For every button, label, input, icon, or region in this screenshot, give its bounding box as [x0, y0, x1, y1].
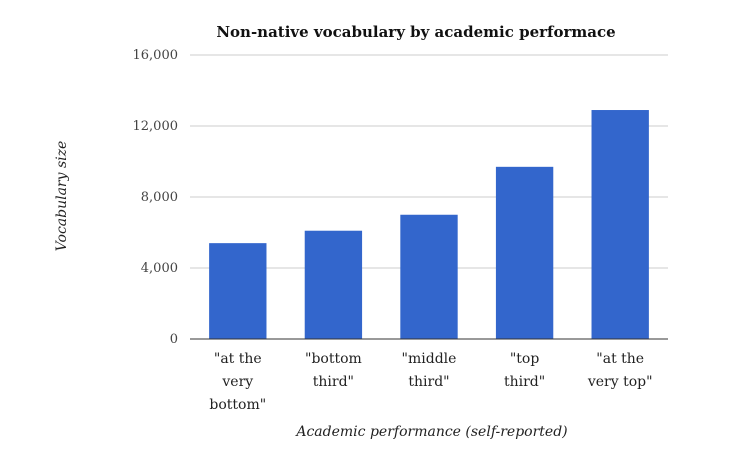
bars	[209, 110, 649, 340]
x-category-label: "bottom third"	[305, 351, 362, 390]
x-category-label-line: "top	[510, 351, 539, 367]
x-category-label-line: bottom"	[209, 397, 266, 413]
x-category-label-line: "bottom	[305, 351, 362, 367]
x-category-label-line: third"	[313, 374, 354, 390]
x-category-label: "at the very bottom"	[209, 351, 266, 413]
x-category-label: "top third"	[504, 351, 545, 390]
x-category-label-line: very	[221, 374, 253, 390]
y-tick-label: 0	[170, 332, 178, 347]
bar	[495, 166, 554, 339]
y-tick-label: 8,000	[141, 190, 178, 205]
x-category-label-line: third"	[504, 374, 545, 390]
bar	[400, 214, 458, 339]
x-category-label: "middle third"	[402, 351, 457, 390]
x-category-label-line: very top"	[587, 374, 653, 390]
y-tick-label: 4,000	[141, 261, 178, 276]
chart-title: Non-native vocabulary by academic perfor…	[216, 23, 615, 41]
y-tick-label: 12,000	[133, 119, 179, 134]
y-axis-title: Vocabulary size	[54, 141, 70, 252]
y-tick-label: 16,000	[133, 48, 179, 63]
x-category-label-line: "at the	[596, 351, 644, 367]
x-axis-title: Academic performance (self-reported)	[294, 424, 567, 440]
x-category-label-line: third"	[408, 374, 449, 390]
x-category-label: "at the very top"	[587, 351, 653, 390]
bar	[591, 110, 649, 340]
bar	[209, 243, 267, 339]
bar	[304, 230, 363, 339]
x-axis-labels: "at the very bottom" "bottom third" "middle th…	[209, 351, 652, 413]
x-category-label-line: "middle	[402, 351, 457, 367]
y-axis-ticks: 0 4,000 8,000 12,000 16,000	[133, 48, 179, 347]
x-category-label-line: "at the	[214, 351, 262, 367]
